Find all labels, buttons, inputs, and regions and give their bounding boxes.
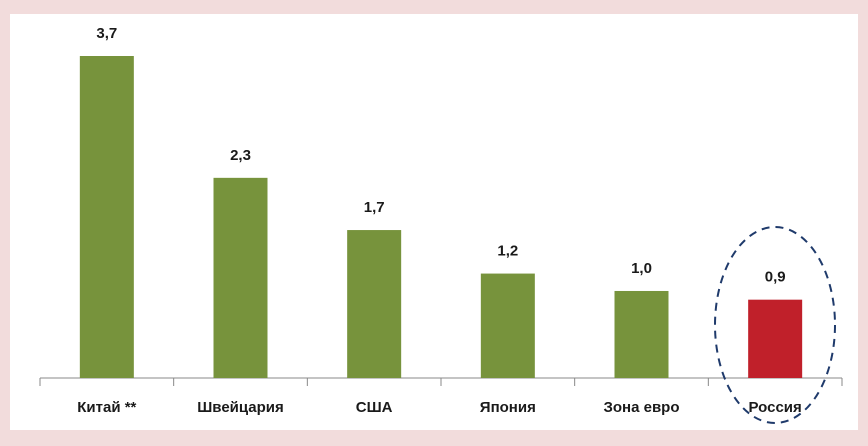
- value-label: 1,0: [631, 260, 652, 277]
- bar: [614, 290, 669, 378]
- value-label: 3,7: [96, 25, 117, 42]
- x-tick-label: США: [356, 399, 393, 416]
- bar: [480, 273, 535, 378]
- bar: [347, 230, 402, 378]
- x-tick-label: Зона евро: [603, 399, 679, 416]
- bar: [748, 299, 803, 378]
- x-tick-label: Швейцария: [197, 399, 284, 416]
- value-label: 2,3: [230, 147, 251, 164]
- x-tick-label: Япония: [480, 399, 536, 416]
- value-label: 1,2: [497, 243, 518, 260]
- bar: [79, 56, 134, 378]
- highlight-ellipse: [714, 226, 836, 424]
- x-tick-label: Китай **: [77, 399, 136, 416]
- value-label: 1,7: [364, 199, 385, 216]
- bar: [213, 177, 268, 378]
- value-label: 0,9: [765, 269, 786, 286]
- plot-panel: [10, 14, 858, 430]
- x-tick-label: Россия: [749, 399, 802, 416]
